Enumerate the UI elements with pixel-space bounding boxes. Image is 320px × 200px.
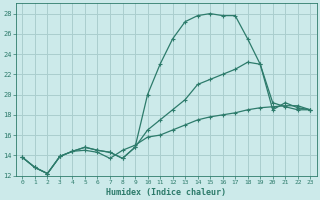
- X-axis label: Humidex (Indice chaleur): Humidex (Indice chaleur): [106, 188, 226, 197]
